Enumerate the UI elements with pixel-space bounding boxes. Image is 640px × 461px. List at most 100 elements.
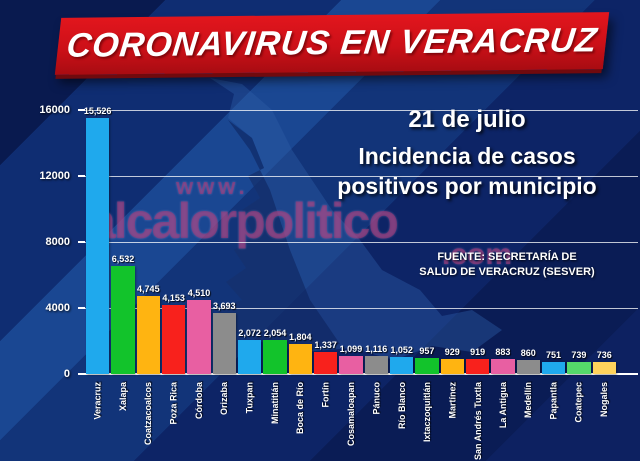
x-label-slot-san-andres-tuxtla: San Andrés Tuxtla (466, 379, 489, 461)
bar-xalapa: 6,532 (111, 254, 135, 374)
subtitle-line-1: Incidencia de casos (358, 143, 576, 169)
x-label-slot-cosamaloapan: Cosamaloapan (339, 379, 362, 461)
y-tick-mark-0 (78, 373, 85, 375)
x-label-cordoba: Córdoba (193, 382, 204, 419)
bar-value-cordoba: 4,510 (187, 288, 211, 298)
bar-value-veracruz: 15,526 (83, 106, 112, 116)
bar-value-minatitlan: 2,054 (263, 328, 287, 338)
bar-value-ixtaczoquitlan: 957 (419, 346, 435, 356)
bar-value-martinez: 929 (444, 347, 460, 357)
x-label-tuxpan: Tuxpan (244, 382, 255, 414)
x-label-slot-martinez: Martínez (441, 379, 464, 461)
y-tick-label-12000: 12000 (39, 170, 70, 182)
bar-value-orizaba: 3,693 (213, 301, 236, 311)
source-line-1: FUENTE: SECRETARÍA DE (437, 251, 577, 263)
x-label-slot-orizaba: Orizaba (213, 379, 236, 461)
gridline-0 (84, 373, 638, 375)
bar-fortin: 1,337 (313, 340, 338, 374)
bar-boca-de-rio: 1,804 (288, 332, 312, 374)
x-label-fortin: Fortín (320, 382, 331, 408)
x-label-martinez: Martínez (447, 382, 458, 419)
bar-san-andres-tuxtla: 919 (465, 347, 490, 374)
x-label-slot-xalapa: Xalapa (111, 379, 134, 461)
bar-slot-coatepec: 739 (567, 110, 591, 374)
bar-veracruz: 15,526 (84, 106, 111, 374)
x-label-slot-medellin: Medellín (517, 379, 540, 461)
bar-value-boca-de-rio: 1,804 (289, 332, 312, 342)
bar-cosamaloapan: 1,099 (339, 344, 363, 374)
x-label-cosamaloapan: Cosamaloapan (345, 382, 356, 447)
x-label-panuco: Pánuco (371, 382, 382, 415)
y-tick-label-0: 0 (63, 368, 70, 380)
bar-slot-minatitlan: 2,054 (263, 110, 287, 374)
bar-slot-tuxpan: 2,072 (237, 110, 262, 374)
x-label-slot-nogales: Nogales (593, 379, 616, 461)
x-label-slot-poza-rica: Poza Rica (162, 379, 185, 461)
bar-value-fortin: 1,337 (314, 340, 337, 350)
bar-slot-panuco: 1,116 (364, 110, 388, 374)
bar-value-cosamaloapan: 1,099 (339, 344, 363, 354)
y-axis-labels: 16000 12000 8000 4000 0 (0, 104, 78, 380)
x-label-veracruz: Veracruz (92, 382, 103, 420)
x-label-coatepec: Coatepec (573, 382, 584, 423)
x-label-slot-cordoba: Córdoba (187, 379, 210, 461)
bar-value-rio-blanco: 1,052 (390, 345, 413, 355)
bar-cordoba: 4,510 (187, 288, 211, 374)
bar-value-medellin: 860 (520, 348, 536, 358)
x-label-minatitlan: Minatitlán (269, 382, 280, 424)
x-label-xalapa: Xalapa (118, 382, 128, 412)
bar-value-papantla: 751 (546, 350, 562, 360)
x-label-san-andres-tuxtla: San Andrés Tuxtla (472, 382, 483, 461)
x-label-boca-de-rio: Boca de Río (295, 382, 306, 435)
bar-slot-medellin: 860 (516, 110, 540, 374)
bar-la-antigua: 883 (491, 347, 515, 374)
x-label-slot-coatzacoalcos: Coatzacoalcos (137, 379, 160, 461)
y-tick-label-8000: 8000 (45, 236, 70, 248)
bar-slot-xalapa: 6,532 (111, 110, 135, 374)
x-label-nogales: Nogales (599, 382, 610, 418)
bar-medellin: 860 (516, 348, 540, 374)
x-label-slot-minatitlan: Minatitlán (263, 379, 286, 461)
watermark: www. alcalorpolitico .com (88, 176, 548, 270)
bar-slot-coatzacoalcos: 4,745 (136, 110, 160, 374)
watermark-name: alcalorpolitico (88, 193, 399, 249)
x-label-medellin: Medellín (523, 382, 534, 419)
bar-value-xalapa: 6,532 (111, 254, 135, 264)
subtitle-line-2: positivos por municipio (337, 172, 597, 199)
bar-orizaba: 3,693 (212, 301, 236, 374)
page-title: CORONAVIRUS EN VERACRUZ (64, 21, 600, 65)
bar-slot-la-antigua: 883 (491, 110, 515, 374)
bar-value-la-antigua: 883 (495, 347, 511, 357)
bar-value-coatzacoalcos: 4,745 (137, 284, 160, 294)
bar-papantla: 751 (541, 350, 566, 374)
bars-container: 15,526 6,532 4,745 4,153 4,510 3,693 2,072 2,05… (84, 106, 616, 374)
watermark-com: .com (441, 238, 512, 271)
x-label-slot-ixtaczoquitlan: Ixtaczoquitlán (415, 379, 438, 461)
y-tick-mark-4000 (78, 307, 85, 309)
x-label-orizaba: Orizaba (219, 382, 230, 416)
x-label-la-antigua: La Antigua (497, 382, 508, 429)
date-label: 21 de julio (408, 106, 526, 133)
bar-chart-plot: 15,526 6,532 4,745 4,153 4,510 3,693 2,072 2,05… (84, 106, 638, 375)
x-label-coatzacoalcos: Coatzacoalcos (143, 382, 154, 446)
bar-value-san-andres-tuxtla: 919 (470, 347, 486, 357)
y-tick-label-4000: 4000 (45, 302, 70, 314)
x-labels-row: Veracruz Xalapa Coatzacoalcos Poza Rica Córd… (86, 379, 616, 461)
x-label-slot-veracruz: Veracruz (86, 379, 109, 461)
x-label-slot-papantla: Papantla (542, 379, 565, 461)
x-label-ixtaczoquitlan: Ixtaczoquitlán (421, 382, 432, 443)
bar-ixtaczoquitlan: 957 (415, 346, 439, 374)
x-label-poza-rica: Poza Rica (168, 382, 179, 425)
y-tick-mark-12000 (78, 175, 85, 177)
bar-slot-san-andres-tuxtla: 919 (465, 110, 490, 374)
bar-slot-boca-de-rio: 1,804 (288, 110, 312, 374)
source-attribution: FUENTE: SECRETARÍA DE SALUD DE VERACRUZ … (402, 250, 612, 281)
gridline-12000 (84, 176, 638, 177)
bar-coatzacoalcos: 4,745 (136, 284, 160, 374)
bar-tuxpan: 2,072 (237, 328, 262, 374)
gridline-16000 (84, 110, 638, 111)
x-label-papantla: Papantla (548, 382, 559, 420)
bar-coatepec: 739 (567, 350, 591, 374)
bar-slot-martinez: 929 (440, 110, 464, 374)
